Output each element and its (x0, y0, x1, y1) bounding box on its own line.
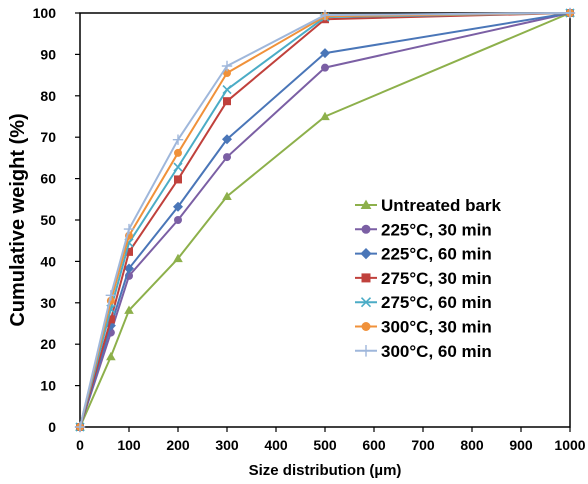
y-tick-label: 30 (40, 295, 56, 311)
x-tick-label: 900 (509, 437, 533, 453)
legend-label: 275°C, 30 min (381, 269, 492, 288)
x-tick-label: 400 (264, 437, 288, 453)
legend-marker (361, 224, 371, 234)
data-point (173, 201, 183, 212)
x-tick-label: 600 (362, 437, 386, 453)
x-tick-label: 800 (460, 437, 484, 453)
legend: Untreated bark 225°C, 30 min 225°C, 60 min… (355, 196, 502, 361)
legend-item: 225°C, 60 min (355, 245, 492, 264)
series-7 (74, 7, 576, 433)
y-tick-label: 20 (40, 336, 56, 352)
x-tick-label: 700 (411, 437, 435, 453)
x-tick-label: 300 (215, 437, 239, 453)
y-tick-label: 0 (48, 419, 56, 435)
legend-marker (361, 322, 371, 331)
data-point (173, 162, 183, 172)
legend-item: 300°C, 60 min (355, 342, 492, 361)
legend-label: 300°C, 30 min (381, 318, 492, 337)
y-tick-label: 40 (40, 253, 56, 269)
data-point (174, 148, 182, 157)
data-point (321, 63, 329, 72)
data-point (124, 305, 134, 314)
legend-label: 225°C, 60 min (381, 245, 492, 264)
y-tick-label: 10 (40, 378, 56, 394)
data-point (174, 175, 182, 184)
data-point (106, 315, 115, 324)
legend-item: 225°C, 30 min (355, 220, 492, 239)
x-tick-label: 500 (313, 437, 337, 453)
data-point (223, 153, 231, 162)
y-tick-label: 60 (40, 171, 56, 187)
x-axis-title: Size distribution (µm) (249, 462, 402, 479)
series-3 (75, 8, 575, 432)
legend-marker (360, 199, 372, 210)
data-point (105, 290, 117, 301)
data-point (320, 48, 330, 59)
data-point (222, 134, 232, 145)
data-point (74, 421, 86, 433)
x-tick-label: 0 (76, 437, 84, 453)
legend-item: 275°C, 30 min (355, 269, 492, 288)
data-point (223, 97, 231, 106)
data-point (319, 9, 331, 21)
y-tick-label: 80 (40, 88, 56, 104)
legend-item: 275°C, 60 min (355, 293, 492, 312)
data-point (222, 191, 232, 201)
data-point (125, 247, 133, 256)
data-point (106, 351, 116, 361)
legend-marker (361, 273, 371, 283)
data-point (222, 85, 232, 95)
y-axis-title: Cumulative weight (%) (7, 113, 29, 326)
y-tick-label: 100 (33, 5, 57, 21)
legend-label: 300°C, 60 min (381, 342, 492, 361)
data-point (223, 69, 231, 78)
series-layer (74, 7, 576, 433)
y-tick-label: 50 (40, 212, 56, 228)
y-tick-label: 90 (40, 46, 56, 62)
data-point (173, 253, 183, 263)
legend-label: 225°C, 30 min (381, 220, 492, 239)
data-point (123, 223, 135, 235)
x-tick-label: 1000 (554, 437, 585, 453)
x-tick-label: 200 (166, 437, 190, 453)
data-point (564, 7, 576, 19)
data-point (124, 263, 134, 274)
legend-marker (360, 297, 372, 308)
legend-item: Untreated bark (355, 196, 502, 215)
x-tick-label: 100 (117, 437, 141, 453)
data-point (174, 216, 182, 224)
y-tick-label: 70 (40, 129, 56, 145)
data-point (320, 111, 330, 121)
legend-marker (360, 247, 372, 260)
data-point (172, 134, 184, 145)
legend-item: 300°C, 30 min (355, 318, 492, 337)
legend-label: Untreated bark (381, 196, 502, 215)
data-point (221, 60, 233, 72)
legend-marker (360, 344, 372, 357)
legend-label: 275°C, 60 min (381, 293, 492, 312)
